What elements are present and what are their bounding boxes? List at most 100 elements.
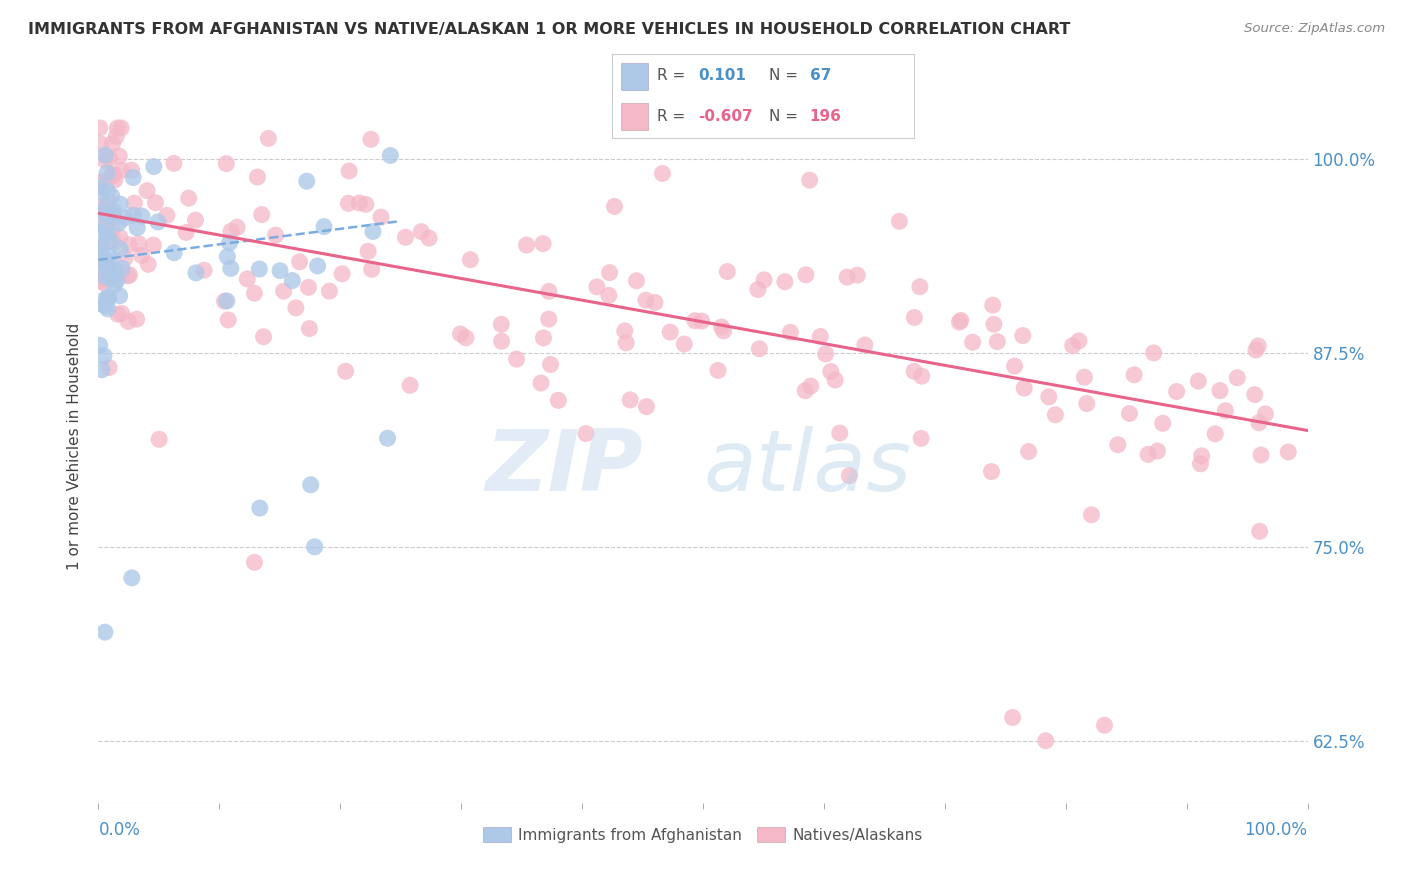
Point (603, 199, 626, 213)
Point (598, 288, 620, 302)
Point (1244, 343, 1267, 357)
Point (808, 329, 831, 343)
Point (1247, 339, 1270, 353)
Point (110, 268, 132, 282)
Point (94, 200, 117, 214)
Point (111, 261, 134, 276)
Point (125, 312, 148, 326)
Point (1062, 338, 1084, 352)
Point (903, 364, 925, 378)
Point (1076, 396, 1098, 410)
Point (360, 132, 382, 146)
Point (97, 194, 120, 208)
Point (142, 238, 165, 252)
Point (94, 292, 117, 306)
Point (117, 314, 139, 328)
Point (104, 277, 127, 292)
Point (93, 349, 115, 363)
Point (1247, 416, 1270, 430)
Point (105, 120, 128, 135)
Text: 67: 67 (810, 69, 831, 84)
Point (794, 268, 817, 282)
Point (1038, 390, 1060, 404)
Point (219, 224, 242, 238)
Point (94, 148, 117, 162)
Point (91, 298, 114, 312)
Point (418, 231, 440, 245)
Point (910, 431, 932, 445)
Point (779, 326, 801, 340)
Point (117, 268, 139, 283)
Point (651, 167, 673, 181)
Point (103, 167, 125, 181)
Point (91, 254, 114, 268)
Point (114, 211, 136, 225)
Point (540, 358, 562, 372)
Point (683, 314, 706, 328)
Point (97, 260, 120, 275)
Point (101, 223, 124, 237)
Point (91, 271, 114, 285)
Point (177, 191, 200, 205)
Point (97, 210, 120, 224)
Point (908, 279, 931, 293)
Text: -0.607: -0.607 (697, 109, 752, 124)
Point (690, 314, 713, 328)
Point (853, 338, 876, 352)
Point (284, 301, 307, 315)
Point (377, 431, 399, 445)
Point (122, 170, 145, 185)
Point (108, 289, 131, 303)
Point (491, 334, 513, 349)
Point (460, 252, 482, 267)
Point (1011, 328, 1033, 343)
Point (354, 197, 377, 211)
Point (236, 272, 259, 286)
Point (1243, 387, 1265, 401)
Point (136, 257, 159, 271)
Point (252, 330, 274, 344)
Point (273, 284, 295, 298)
Point (1001, 710, 1024, 724)
Point (619, 392, 641, 407)
Point (454, 331, 477, 345)
FancyBboxPatch shape (620, 62, 648, 90)
Point (659, 325, 682, 339)
Point (644, 295, 666, 310)
Point (673, 337, 696, 351)
Point (1123, 368, 1146, 382)
Point (1215, 403, 1237, 417)
Point (837, 270, 859, 285)
Point (614, 335, 637, 350)
Point (136, 184, 159, 198)
Point (121, 571, 143, 585)
Point (96, 235, 118, 249)
Point (773, 275, 796, 289)
Point (288, 255, 311, 269)
Point (337, 196, 360, 211)
Point (103, 263, 125, 277)
Point (145, 195, 167, 210)
Point (613, 324, 636, 338)
Point (184, 266, 207, 280)
Point (96, 184, 118, 198)
Point (148, 432, 170, 446)
Point (246, 169, 269, 184)
Point (98, 208, 121, 222)
Point (838, 468, 860, 483)
Point (824, 373, 846, 387)
Point (98, 271, 121, 285)
Point (1189, 457, 1212, 471)
Point (297, 280, 319, 294)
Point (108, 149, 131, 163)
Text: N =: N = (769, 109, 797, 124)
Point (707, 363, 730, 377)
Point (89, 243, 111, 257)
Point (716, 264, 738, 278)
Point (747, 283, 769, 297)
Point (226, 220, 249, 235)
Point (1143, 346, 1166, 360)
Point (94, 299, 117, 313)
Point (307, 259, 329, 273)
Point (349, 196, 371, 211)
